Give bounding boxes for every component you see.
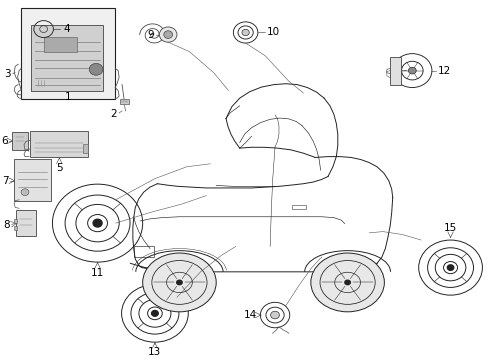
Ellipse shape <box>142 253 216 312</box>
Bar <box>82 144 87 153</box>
FancyBboxPatch shape <box>31 25 103 90</box>
Circle shape <box>270 311 279 319</box>
Text: 2: 2 <box>110 109 117 119</box>
Text: 3: 3 <box>5 68 11 78</box>
Text: 11: 11 <box>91 267 104 278</box>
Ellipse shape <box>310 253 384 312</box>
Bar <box>14 226 17 230</box>
Text: 6: 6 <box>1 136 8 146</box>
Text: 7: 7 <box>2 176 9 186</box>
Ellipse shape <box>344 280 349 285</box>
Circle shape <box>242 29 249 36</box>
Text: 15: 15 <box>443 223 456 233</box>
FancyBboxPatch shape <box>30 131 87 157</box>
Bar <box>14 219 17 223</box>
Circle shape <box>89 63 103 75</box>
Circle shape <box>163 31 172 39</box>
Text: 9: 9 <box>147 30 154 40</box>
Bar <box>134 246 154 257</box>
Text: 14: 14 <box>243 310 256 320</box>
Circle shape <box>407 67 415 74</box>
FancyBboxPatch shape <box>16 210 36 236</box>
Text: 10: 10 <box>266 27 280 37</box>
FancyBboxPatch shape <box>21 8 115 99</box>
Text: 12: 12 <box>437 66 450 76</box>
Circle shape <box>93 219 102 227</box>
Text: 8: 8 <box>4 220 10 230</box>
Circle shape <box>21 189 29 195</box>
Bar <box>292 205 305 209</box>
FancyBboxPatch shape <box>14 159 51 201</box>
FancyBboxPatch shape <box>12 132 28 150</box>
Bar <box>43 37 77 51</box>
Text: 5: 5 <box>56 162 62 172</box>
Circle shape <box>151 310 158 316</box>
Circle shape <box>447 265 453 270</box>
Bar <box>389 57 400 85</box>
Text: 1: 1 <box>65 92 71 102</box>
Ellipse shape <box>176 280 182 285</box>
Circle shape <box>159 27 177 42</box>
Text: 13: 13 <box>148 347 161 357</box>
Bar <box>120 99 129 104</box>
Text: 4: 4 <box>63 24 70 34</box>
